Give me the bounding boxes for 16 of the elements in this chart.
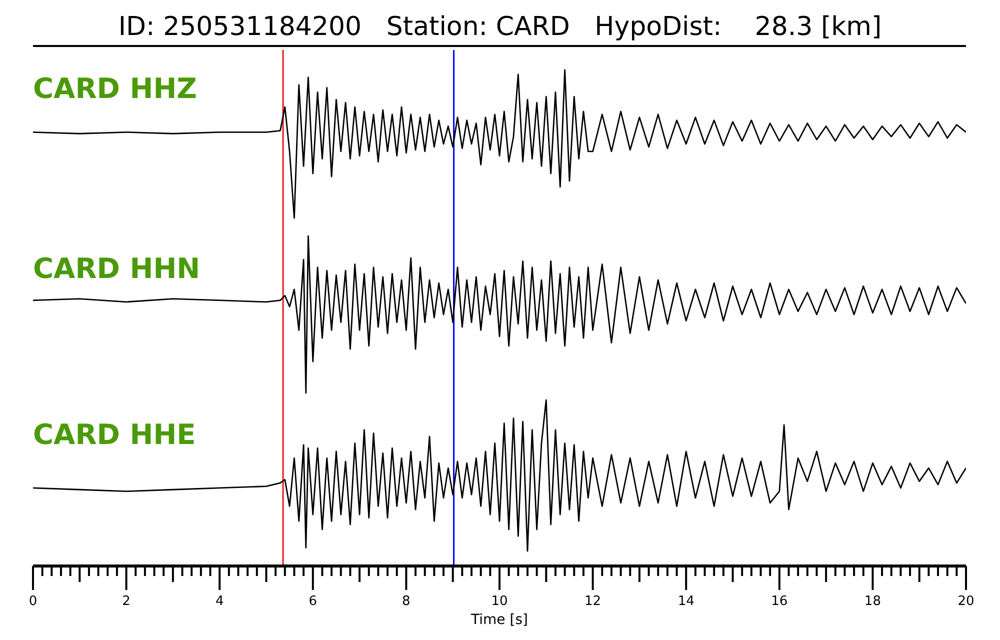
x-tick-label: 18 xyxy=(864,594,881,609)
annotation: CARD HHE xyxy=(33,418,196,452)
x-tick-label: 20 xyxy=(958,594,974,609)
x-tick-label: 16 xyxy=(771,594,788,609)
x-tick-label: 10 xyxy=(491,594,508,609)
annotation: CARD HHZ xyxy=(33,72,197,106)
x-tick-label: 6 xyxy=(308,594,318,609)
x-tick-label: 4 xyxy=(215,594,224,609)
x-axis-title: Time [s] xyxy=(470,612,528,628)
x-tick-label: 14 xyxy=(678,594,694,609)
annotation: CARD HHN xyxy=(33,252,200,286)
chart-title: ID: 250531184200 Station: CARD HypoDist: 28.3 [km] xyxy=(117,11,883,44)
x-tick-label: 2 xyxy=(122,594,130,609)
x-tick-label: 0 xyxy=(28,594,38,609)
x-tick-label: 8 xyxy=(402,594,410,609)
x-tick-label: 12 xyxy=(584,594,602,609)
